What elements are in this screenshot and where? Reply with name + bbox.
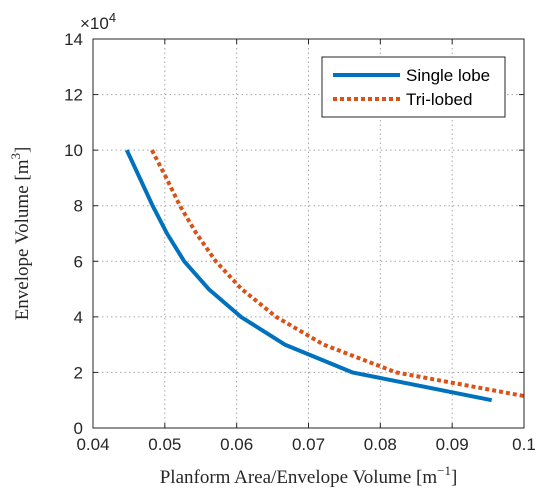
legend-entry-tri-lobed: Tri-lobed (406, 90, 472, 109)
y-axis-label: Envelope Volume [m3] (8, 147, 33, 321)
y-tick-label: 6 (74, 252, 83, 271)
y-axis-exponent: ×104 (80, 10, 116, 33)
x-axis-label: Planform Area/Envelope Volume [m−1] (160, 463, 458, 488)
y-tick-label: 10 (64, 141, 83, 160)
legend: Single lobe Tri-lobed (321, 56, 506, 118)
y-tick-label: 12 (64, 86, 83, 105)
series-layer (124, 149, 525, 403)
x-tick-label: 0.1 (512, 435, 536, 454)
x-tick-label: 0.04 (76, 435, 109, 454)
y-tick-label: 8 (74, 197, 83, 216)
x-tick-label: 0.07 (292, 435, 325, 454)
series-line-tri-lobed (150, 149, 525, 398)
series-line-single-lobe (124, 149, 493, 403)
x-tick-label: 0.06 (220, 435, 253, 454)
x-tick-label: 0.08 (364, 435, 397, 454)
legend-box (321, 56, 506, 118)
legend-entry-single-lobe: Single lobe (406, 66, 490, 85)
x-tick-label: 0.09 (436, 435, 469, 454)
axis-ticks: 0.04 0.05 0.06 0.07 0.08 0.09 0.1 0 2 4 6 8 10 12 14 (64, 30, 536, 454)
y-tick-label: 14 (64, 30, 83, 49)
y-tick-label: 4 (74, 308, 83, 327)
y-tick-label: 0 (74, 419, 83, 438)
x-tick-label: 0.05 (148, 435, 181, 454)
y-tick-label: 2 (74, 363, 83, 382)
